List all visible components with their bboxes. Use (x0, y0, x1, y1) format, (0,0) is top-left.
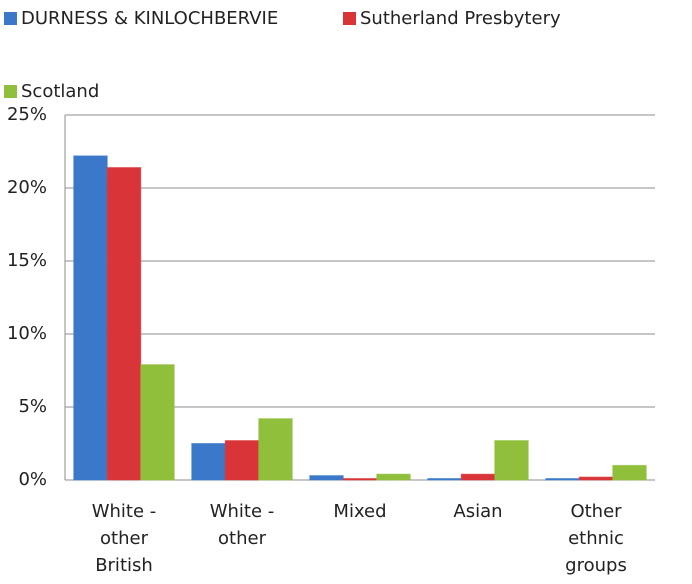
y-tick-label: 25% (7, 104, 47, 125)
y-tick-label: 10% (7, 323, 47, 344)
x-tick-label: Other ethnic groups (565, 501, 627, 576)
bar (460, 473, 496, 481)
bar (224, 440, 260, 481)
bar (545, 478, 580, 481)
x-tick-label: White - other British (91, 501, 157, 576)
legend-label: Scotland (21, 81, 100, 102)
bar (106, 167, 142, 481)
bar (309, 475, 344, 481)
bar (342, 478, 378, 481)
bar (494, 440, 529, 481)
bar (578, 476, 614, 481)
y-tick-label: 20% (7, 177, 47, 198)
bar (612, 464, 647, 481)
x-tick-label: Asian (453, 501, 503, 522)
y-tick-label: 15% (7, 250, 47, 271)
y-tick-label: 0% (18, 469, 47, 490)
legend-swatch (4, 12, 17, 25)
x-tick-label: White - other (209, 501, 275, 549)
bar (427, 478, 462, 481)
legend-label: DURNESS & KINLOCHBERVIE (21, 8, 279, 29)
x-tick-label: Mixed (333, 501, 387, 522)
bar (140, 364, 175, 481)
legend-item: Sutherland Presbytery (343, 8, 561, 29)
legend-swatch (343, 12, 356, 25)
bar (191, 443, 226, 481)
bar (73, 155, 108, 481)
legend-label: Sutherland Presbytery (360, 8, 561, 29)
legend-swatch (4, 85, 17, 98)
legend-item: Scotland (4, 81, 99, 102)
y-tick-label: 5% (18, 396, 47, 417)
bar (258, 418, 293, 481)
bar (376, 473, 411, 481)
legend-item: DURNESS & KINLOCHBERVIE (4, 8, 278, 29)
